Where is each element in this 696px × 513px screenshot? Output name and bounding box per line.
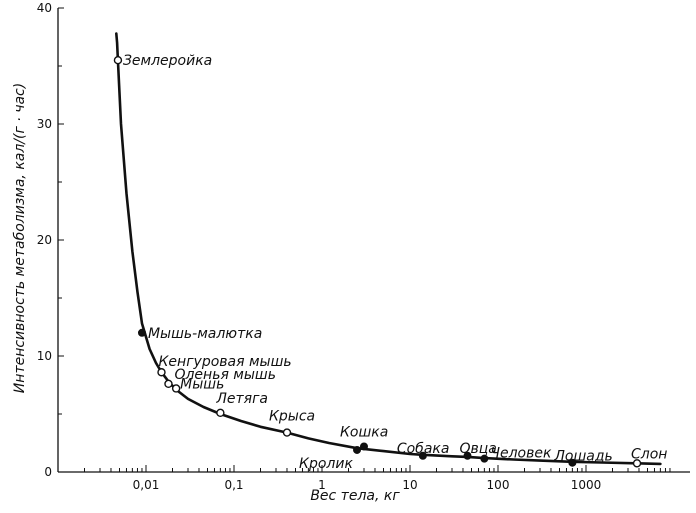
point-label: Лошадь (553, 449, 612, 465)
data-point (113, 56, 123, 65)
data-point (418, 451, 427, 460)
x-tick-label-0,01: 0,01 (133, 478, 160, 492)
curve-layer (115, 32, 662, 466)
point-label: Мышь (180, 376, 224, 392)
point-label: Человек (490, 446, 552, 462)
y-tick-label-10: 10 (37, 349, 52, 363)
point-label: Кенгуровая мышь (158, 354, 291, 370)
data-point (463, 451, 472, 460)
axes-layer (57, 8, 690, 473)
trend-curve (115, 32, 662, 466)
y-tick-label-0: 0 (44, 465, 52, 479)
data-point (216, 408, 225, 418)
x-tick-label-0,1: 0,1 (224, 478, 243, 492)
point-label: Слон (631, 446, 667, 462)
data-point (164, 379, 173, 389)
x-tick-label-10: 10 (402, 478, 417, 492)
point-label: Собака (397, 441, 450, 457)
point-label: Мышь-малютка (148, 326, 262, 342)
y-tick-label-40: 40 (37, 1, 52, 15)
data-point (353, 445, 362, 454)
x-tick-label-100: 100 (487, 478, 510, 492)
data-point (137, 328, 146, 337)
point-label: Оленья мышь (174, 367, 276, 383)
y-axis-title: Интенсивность метаболизма, кал/(г · час) (12, 83, 28, 393)
data-point (157, 368, 166, 377)
point-label: Крыса (269, 409, 315, 425)
data-point (359, 442, 368, 451)
points-layer (113, 56, 642, 468)
ticks-layer: 0 10 20 30 40 0,01 0,1 1 10 100 1000 (37, 1, 671, 492)
point-label: Летяга (215, 391, 268, 407)
y-tick-label-30: 30 (37, 117, 52, 131)
labels-layer: Землеройка Мышь-малютка Кенгуровая мышьОле… (123, 53, 668, 472)
x-axis-title: Вес тела, кг (310, 488, 400, 504)
point-label: Землеройка (123, 53, 212, 69)
y-tick-label-20: 20 (37, 233, 52, 247)
data-point (171, 384, 181, 393)
data-point (480, 454, 489, 463)
point-label: Овца (459, 441, 496, 457)
data-point (568, 458, 577, 467)
x-tick-label-1: 1 (318, 478, 326, 492)
data-point (282, 428, 292, 437)
point-label: Кролик (299, 456, 353, 472)
x-tick-label-1000: 1000 (571, 478, 602, 492)
data-point (632, 459, 642, 468)
point-label: Кошка (340, 424, 388, 440)
